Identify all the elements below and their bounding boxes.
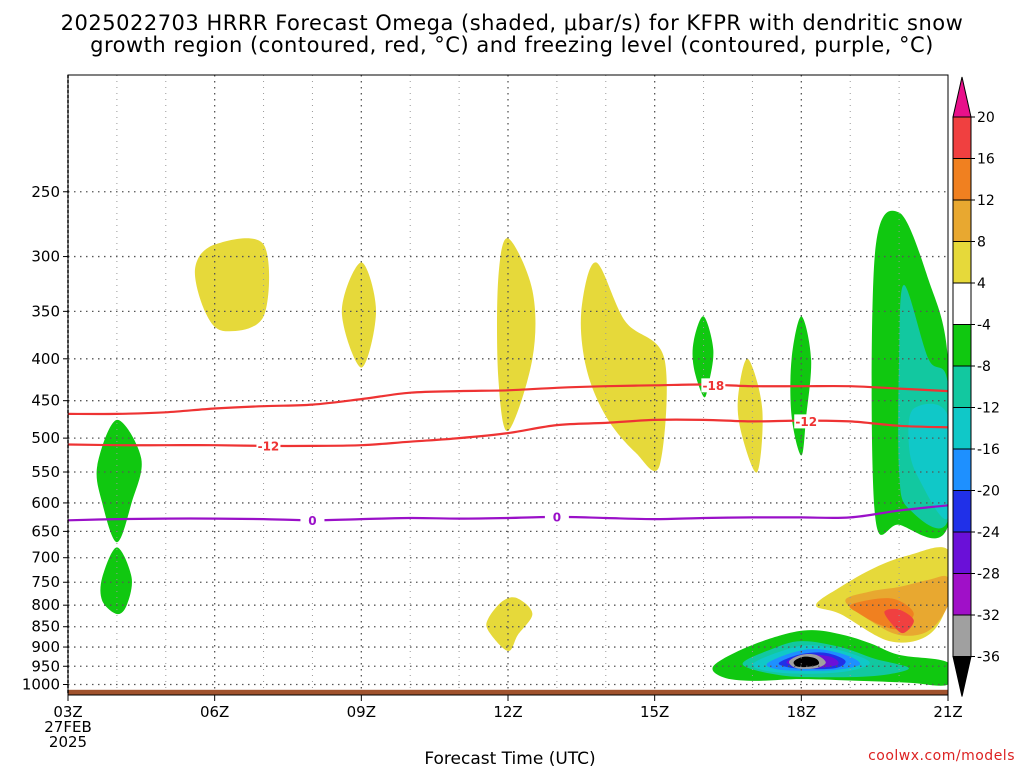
colorbar-arrow-bottom	[952, 656, 972, 697]
colorbar-bin	[952, 573, 972, 616]
y-tick-label: 400	[31, 350, 60, 368]
colorbar-tick-label: -16	[977, 442, 1000, 458]
colorbar-tick-label: 20	[977, 110, 995, 126]
colorbar-tick-label: -12	[977, 401, 1000, 417]
ground-surface	[68, 689, 948, 695]
contour-label-bg	[256, 438, 281, 453]
y-tick-label: 300	[31, 248, 60, 266]
colorbar-bin	[952, 158, 972, 201]
colorbar-tick-label: -20	[977, 484, 1000, 500]
contour-line	[68, 504, 948, 522]
colorbar-bin	[952, 241, 972, 284]
omega-region	[692, 316, 714, 398]
x-start-label: 03Z	[53, 703, 82, 721]
omega-region	[908, 403, 948, 520]
omega-region	[737, 358, 763, 473]
contour-line	[68, 383, 948, 416]
contour-label: -12	[258, 439, 280, 453]
contours: -18 -12 -12 0 0	[68, 378, 948, 528]
colorbar-bin	[952, 365, 972, 408]
y-tick-label: 650	[31, 522, 60, 540]
x-tick-label: 06Z	[200, 703, 229, 721]
chart-title-line2: growth region (contoured, red, °C) and f…	[90, 33, 934, 57]
x-start-label: 27FEB	[44, 718, 91, 736]
grid	[68, 75, 948, 695]
y-tick-label: 500	[31, 429, 60, 447]
colorbar-tick-label: -32	[977, 608, 1000, 624]
colorbar-tick-label: 8	[977, 235, 986, 251]
x-tick-label: 12Z	[493, 703, 522, 721]
y-tick-label: 850	[31, 618, 60, 636]
contour-label-bg	[794, 414, 819, 429]
contour-label: 0	[308, 514, 316, 528]
y-tick-label: 700	[31, 549, 60, 567]
contour-label: -18	[702, 379, 724, 393]
colorbar-bin	[952, 407, 972, 450]
colorbar-bin	[952, 282, 972, 325]
plot-area: -18 -12 -12 0 0 250 300 350 400 450 500 550 600 650 70…	[22, 74, 963, 751]
contour-label: -12	[795, 415, 817, 429]
x-tick-label: 18Z	[787, 703, 816, 721]
omega-region	[497, 238, 536, 432]
y-tick-label: 800	[31, 596, 60, 614]
x-tick-label: 09Z	[347, 703, 376, 721]
colorbar-tick-label: -8	[977, 359, 991, 375]
credit-text[interactable]: coolwx.com/models	[868, 748, 1015, 764]
y-tick-label: 350	[31, 302, 60, 320]
colorbar-bin	[952, 116, 972, 159]
x-tick-label: 15Z	[640, 703, 669, 721]
y-tick-label: 900	[31, 638, 60, 656]
colorbar-bin	[952, 490, 972, 533]
colorbar-tick-label: -4	[977, 318, 991, 334]
omega-region	[341, 262, 376, 368]
y-tick-label: 950	[31, 657, 60, 675]
colorbar-tick-label: -28	[977, 567, 1000, 583]
colorbar-arrow-top	[952, 76, 972, 118]
omega-region	[194, 238, 270, 332]
omega-region	[793, 656, 820, 668]
x-start-label: 2025	[49, 733, 87, 751]
contour-label-bg	[300, 513, 325, 528]
colorbar-tick-label: 16	[977, 152, 995, 168]
colorbar-tick-label: -36	[977, 650, 1000, 666]
colorbar-tick-label: -24	[977, 525, 1000, 541]
omega-region	[486, 597, 533, 652]
omega-region	[96, 419, 142, 543]
colorbar-bin	[952, 199, 972, 242]
contour-label: 0	[553, 510, 561, 524]
contour-label-bg	[701, 378, 726, 393]
contour-label-bg	[544, 509, 569, 524]
colorbar-bin	[952, 614, 972, 657]
omega-region	[100, 547, 132, 615]
colorbar-bin	[952, 531, 972, 574]
x-axis-label: Forecast Time (UTC)	[424, 749, 595, 768]
colorbar-tick-label: 12	[977, 193, 995, 209]
colorbar: 20 16 12 8 4 -4 -8 -12 -16 -20 -24 -28 -32 -36	[952, 76, 1000, 697]
omega-shading	[96, 210, 948, 686]
colorbar-bin	[952, 448, 972, 491]
y-tick-label: 750	[31, 573, 60, 591]
y-tick-label: 550	[31, 463, 60, 481]
chart-title-line1: 2025022703 HRRR Forecast Omega (shaded, …	[61, 11, 964, 35]
y-tick-label: 250	[31, 183, 60, 201]
y-tick-label: 450	[31, 392, 60, 410]
colorbar-bin	[952, 324, 972, 367]
y-tick-label: 1000	[22, 675, 60, 693]
colorbar-tick-label: 4	[977, 276, 986, 292]
omega-region	[580, 262, 667, 472]
y-tick-label: 600	[31, 494, 60, 512]
x-tick-label: 21Z	[933, 703, 962, 721]
